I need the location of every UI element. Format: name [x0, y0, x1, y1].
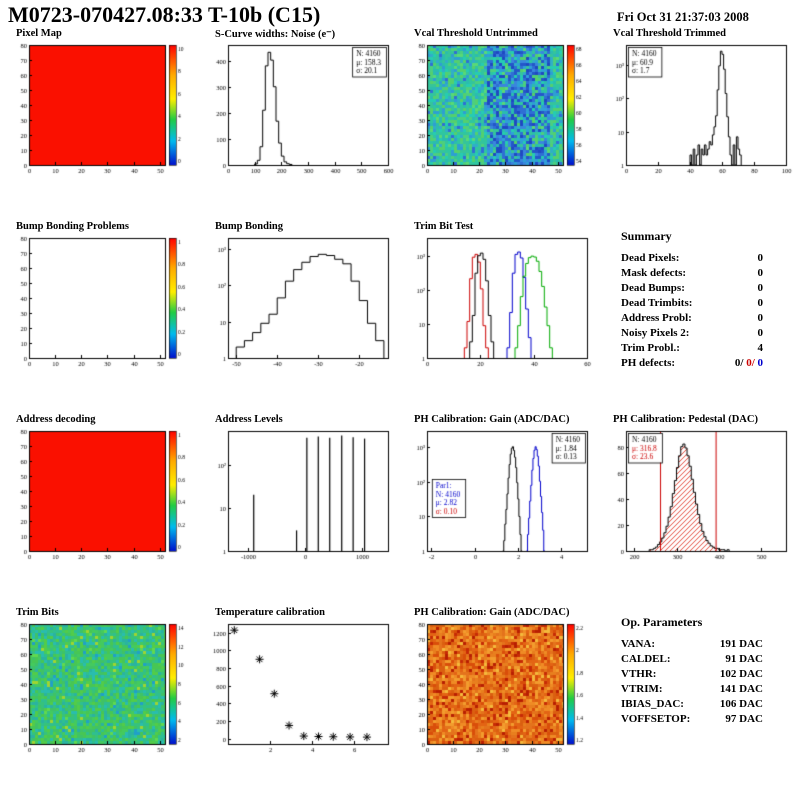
param-row: Dead Pixels: 0 [621, 252, 763, 264]
chart-title: S-Curve widths: Noise (e⁻) [215, 29, 336, 40]
panel-ph-gain-map: PH Calibration: Gain (ADC/DAC) [398, 607, 597, 800]
param-row: Trim Probl.: 4 [621, 342, 763, 354]
param-row: VTHR: 102 DAC [621, 668, 763, 680]
ph-gain-hist-chart [400, 427, 596, 565]
param-row: CALDEL: 91 DAC [621, 653, 763, 665]
panel-pixel-map: Pixel Map [0, 28, 199, 221]
panel-temperature-calibration: Temperature calibration [199, 607, 398, 800]
scurve-noise-chart [201, 41, 397, 179]
op-parameters-title: Op. Parameters [621, 615, 703, 629]
chart-title: Vcal Threshold Untrimmed [414, 28, 538, 39]
op-rows: VANA: 191 DAC CALDEL: 91 DAC VTHR: 102 DAC VTR… [621, 637, 796, 727]
panel-vcal-untrimmed: Vcal Threshold Untrimmed [398, 28, 597, 221]
chart-title: PH Calibration: Gain (ADC/DAC) [414, 414, 570, 425]
param-row: Dead Trimbits: 0 [621, 297, 763, 309]
ph-pedestal-chart [599, 427, 795, 565]
address-decoding-chart [2, 427, 198, 565]
summary-rows: Dead Pixels: 0 Mask defects: 0 Dead Bumps: 0 D… [621, 251, 796, 371]
page-title: M0723-070427.08:33 T-10b (C15) [8, 2, 321, 27]
panel-vcal-trimmed: Vcal Threshold Trimmed [597, 28, 796, 221]
panel-trim-bit-test: Trim Bit Test [398, 221, 597, 414]
panel-ph-pedestal: PH Calibration: Pedestal (DAC) [597, 414, 796, 607]
chart-title: Trim Bit Test [414, 221, 474, 232]
chart-title: Temperature calibration [215, 607, 325, 618]
param-row: Mask defects: 0 [621, 267, 763, 279]
panel-bump-problems: Bump Bonding Problems [0, 221, 199, 414]
address-levels-chart [201, 427, 397, 565]
chart-title: Vcal Threshold Trimmed [613, 28, 726, 39]
trim-bits-map-chart [2, 620, 198, 758]
chart-title: Bump Bonding Problems [16, 221, 130, 232]
panel-trim-bits-map: Trim Bits [0, 607, 199, 800]
param-row: Dead Bumps: 0 [621, 282, 763, 294]
panel-address-levels: Address Levels [199, 414, 398, 607]
chart-title: PH Calibration: Pedestal (DAC) [613, 414, 758, 425]
temperature-calibration-chart [201, 620, 397, 758]
vcal-untrimmed-chart [400, 41, 596, 179]
ph-gain-map-chart [400, 620, 596, 758]
param-row: IBIAS_DAC: 106 DAC [621, 698, 763, 710]
param-row: VTRIM: 141 DAC [621, 683, 763, 695]
panel-summary: Summary Dead Pixels: 0 Mask defects: 0 Dead … [597, 221, 796, 414]
module-test-report: M0723-070427.08:33 T-10b (C15) Fri Oct 3… [2, 2, 795, 758]
timestamp: Fri Oct 31 21:37:03 2008 [617, 10, 749, 24]
param-row: VOFFSETOP: 97 DAC [621, 713, 763, 725]
pixel-map-chart [2, 41, 198, 179]
summary-title: Summary [621, 229, 672, 243]
panel-address-decoding: Address decoding [0, 414, 199, 607]
param-row: Noisy Pixels 2: 0 [621, 327, 763, 339]
panel-bump-bonding: Bump Bonding [199, 221, 398, 414]
trim-bit-test-chart [400, 234, 596, 372]
chart-title: Address Levels [215, 414, 283, 425]
vcal-trimmed-chart [599, 41, 795, 179]
chart-title: Pixel Map [16, 28, 62, 39]
plot-grid: Pixel Map S-Curve widths: Noise (e⁻) Vca… [0, 28, 796, 800]
panel-scurve-noise: S-Curve widths: Noise (e⁻) [199, 28, 398, 221]
chart-title: Bump Bonding [215, 221, 283, 232]
bump-bonding-chart [201, 234, 397, 372]
chart-title: PH Calibration: Gain (ADC/DAC) [414, 607, 570, 618]
bump-problems-chart [2, 234, 198, 372]
panel-ph-gain-hist: PH Calibration: Gain (ADC/DAC) [398, 414, 597, 607]
chart-title: Address decoding [16, 414, 96, 425]
param-row: Address Probl: 0 [621, 312, 763, 324]
chart-title: Trim Bits [16, 607, 59, 618]
panel-op-parameters: Op. Parameters VANA: 191 DAC CALDEL: 91 DAC… [597, 607, 796, 800]
param-row: VANA: 191 DAC [621, 638, 763, 650]
ph-defects-row: PH defects: 0/ 0/ 0 [621, 357, 763, 369]
